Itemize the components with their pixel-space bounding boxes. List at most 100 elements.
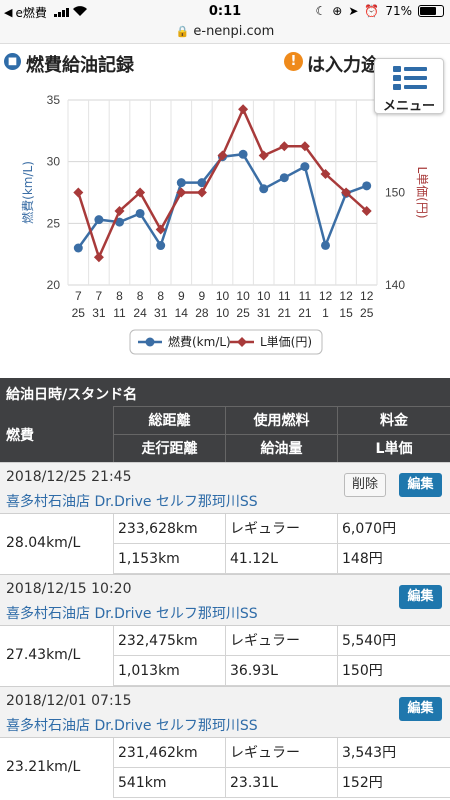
x-tick-label-day: 15 (339, 306, 353, 320)
table-header: 給油日時/スタンド名 燃費 総距離 使用燃料 料金 走行距離 給油量 L単価 (0, 378, 450, 462)
data-point (279, 141, 290, 152)
header-datetime-station: 給油日時/スタンド名 (6, 387, 138, 403)
x-tick-label-day: 24 (133, 306, 147, 320)
x-tick-label-month: 12 (339, 289, 353, 303)
data-point (321, 240, 330, 250)
data-point (300, 162, 310, 172)
x-tick-label-month: 12 (319, 289, 333, 303)
record-summary: 2018/12/01 07:15 喜多村石油店 Dr.Drive セルフ那珂川S… (0, 686, 450, 738)
edit-button[interactable]: 編集 (399, 473, 442, 497)
record-summary: 2018/12/25 21:45 喜多村石油店 Dr.Drive セルフ那珂川S… (0, 462, 450, 514)
y-tick-right: 150 (385, 186, 405, 200)
record-details: 27.43km/L 232,475km レギュラー 5,540円 1,013km… (0, 626, 450, 686)
data-point (362, 181, 372, 191)
y-axis-label-right: L単価(円) (415, 166, 429, 218)
back-app-label[interactable]: e燃費 (15, 6, 47, 20)
x-tick-label-month: 12 (360, 289, 374, 303)
record-amount: 23.31L (225, 768, 337, 798)
data-point (258, 150, 269, 161)
legend-label: 燃費(km/L) (168, 334, 231, 349)
data-point (115, 217, 124, 227)
record-row: 2018/12/25 21:45 喜多村石油店 Dr.Drive セルフ那珂川S… (0, 462, 450, 574)
data-point (155, 224, 166, 235)
x-tick-label-month: 9 (178, 289, 185, 303)
record-efficiency: 27.43km/L (6, 647, 81, 663)
edit-button[interactable]: 編集 (399, 697, 442, 721)
record-unit-price: 148円 (337, 544, 450, 574)
series-line (77, 152, 368, 250)
x-tick-label-day: 25 (236, 306, 250, 320)
x-tick-label-month: 8 (116, 289, 123, 303)
fuel-chart: 20253035140150160燃費(km/L)L単価(円)725731811… (20, 93, 429, 355)
header-total-distance: 総距離 (113, 406, 225, 434)
menu-label: メニュー (382, 99, 435, 114)
x-tick-label-day: 1 (322, 306, 329, 320)
status-bar: ◀ e燃費 0:11 ☾ ⊕ ➤ ⏰ 71% (0, 0, 450, 24)
record-amount: 41.12L (225, 544, 337, 574)
rotation-lock-icon: ⊕ (332, 4, 343, 18)
x-tick-label-month: 7 (75, 289, 82, 303)
delete-button[interactable]: 削除 (344, 473, 386, 497)
x-tick-label-month: 8 (157, 289, 164, 303)
x-tick-label-day: 25 (72, 306, 86, 320)
data-point (238, 149, 248, 159)
data-point (320, 169, 331, 179)
record-fuel-type: レギュラー (225, 514, 337, 544)
record-row: 2018/12/01 07:15 喜多村石油店 Dr.Drive セルフ那珂川S… (0, 686, 450, 800)
record-efficiency: 28.04km/L (6, 535, 81, 551)
x-tick-label-month: 7 (96, 289, 103, 303)
record-details: 23.21km/L 231,462km レギュラー 3,543円 541km 2… (0, 738, 450, 798)
data-point (135, 208, 145, 218)
car-icon: ■ (4, 53, 21, 70)
legend-label: L単価(円) (260, 335, 312, 349)
status-right: ☾ ⊕ ➤ ⏰ 71% (315, 4, 444, 18)
status-left: ◀ e燃費 (4, 4, 88, 21)
record-amount: 36.93L (225, 656, 337, 686)
legend-marker (145, 337, 155, 347)
header-fuel-amount: 給油量 (225, 434, 337, 462)
x-tick-label-day: 31 (257, 306, 271, 320)
y-tick-left: 35 (47, 93, 61, 107)
y-tick-left: 20 (47, 278, 61, 292)
x-tick-label-day: 28 (195, 306, 209, 320)
edit-button[interactable]: 編集 (399, 585, 442, 609)
station-link[interactable]: 喜多村石油店 Dr.Drive セルフ那珂川SS (6, 606, 258, 622)
record-summary: 2018/12/15 10:20 喜多村石油店 Dr.Drive セルフ那珂川S… (0, 574, 450, 626)
alarm-icon: ⏰ (364, 4, 380, 18)
record-price: 3,543円 (337, 738, 450, 768)
page-title: 燃費給油記録 (26, 55, 134, 76)
data-point (196, 187, 207, 198)
data-point (341, 187, 352, 198)
y-axis-label-left: 燃費(km/L) (20, 161, 35, 224)
legend-box (129, 329, 323, 355)
url-text[interactable]: e-nenpi.com (193, 24, 275, 39)
legend-marker (237, 337, 247, 347)
data-point (217, 150, 228, 161)
wifi-icon (72, 5, 88, 20)
record-row: 2018/12/15 10:20 喜多村石油店 Dr.Drive セルフ那珂川S… (0, 574, 450, 686)
header-unit-price: L単価 (337, 434, 450, 462)
record-datetime: 2018/12/15 10:20 (6, 581, 132, 597)
station-link[interactable]: 喜多村石油店 Dr.Drive セルフ那珂川SS (6, 494, 258, 510)
x-tick-label-month: 9 (199, 289, 206, 303)
station-link[interactable]: 喜多村石油店 Dr.Drive セルフ那珂川SS (6, 718, 258, 734)
notice-text[interactable]: は入力途 (307, 55, 377, 76)
y-tick-left: 25 (47, 216, 61, 230)
record-distance: 1,013km (113, 656, 225, 686)
location-icon: ➤ (348, 4, 359, 18)
data-point (135, 187, 146, 198)
x-tick-label-day: 25 (360, 306, 374, 320)
data-point (73, 243, 83, 253)
info-icon: ! (284, 52, 303, 71)
back-to-app-icon[interactable]: ◀ (4, 6, 13, 19)
menu-button[interactable]: メニュー (374, 58, 444, 114)
url-bar[interactable]: 🔒 e-nenpi.com (0, 24, 450, 44)
record-unit-price: 152円 (337, 768, 450, 798)
header-distance-driven: 走行距離 (113, 434, 225, 462)
data-point (176, 187, 187, 198)
record-total-distance: 232,475km (113, 626, 225, 656)
clock: 0:11 (208, 4, 242, 19)
x-tick-label-day: 31 (154, 306, 168, 320)
data-point (114, 206, 125, 216)
data-point (238, 104, 249, 115)
